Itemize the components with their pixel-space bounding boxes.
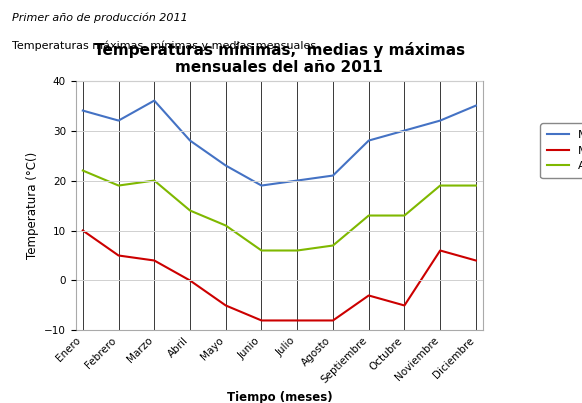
Line: Avg: Avg bbox=[83, 170, 476, 251]
Max bbox=[436, 118, 443, 123]
Min bbox=[258, 318, 265, 323]
Min bbox=[473, 258, 480, 263]
Line: Min: Min bbox=[83, 231, 476, 320]
Line: Max: Max bbox=[83, 101, 476, 185]
Max bbox=[151, 98, 158, 103]
Text: Primer año de producción 2011: Primer año de producción 2011 bbox=[12, 12, 187, 23]
Text: Temperaturas máximas, mínimas y medias mensuales.: Temperaturas máximas, mínimas y medias m… bbox=[12, 40, 320, 51]
Min bbox=[294, 318, 301, 323]
Avg bbox=[436, 183, 443, 188]
Avg bbox=[186, 208, 193, 213]
Title: Temperaturas mínimas,  medias y máximas
mensuales del año 2011: Temperaturas mínimas, medias y máximas m… bbox=[94, 42, 465, 75]
Avg bbox=[79, 168, 86, 173]
Avg bbox=[329, 243, 336, 248]
Y-axis label: Temperatura (°C(): Temperatura (°C() bbox=[26, 152, 38, 259]
Max bbox=[115, 118, 122, 123]
Min bbox=[151, 258, 158, 263]
Min bbox=[365, 293, 372, 298]
Min bbox=[186, 278, 193, 283]
Max bbox=[258, 183, 265, 188]
Avg bbox=[401, 213, 408, 218]
Avg bbox=[222, 223, 229, 228]
Min bbox=[401, 303, 408, 308]
X-axis label: Tiempo (meses): Tiempo (meses) bbox=[226, 391, 332, 403]
Legend: Max, Min, Avg: Max, Min, Avg bbox=[540, 123, 582, 178]
Max bbox=[222, 163, 229, 168]
Max bbox=[294, 178, 301, 183]
Avg bbox=[151, 178, 158, 183]
Max bbox=[329, 173, 336, 178]
Avg bbox=[294, 248, 301, 253]
Avg bbox=[473, 183, 480, 188]
Min bbox=[222, 303, 229, 308]
Min bbox=[115, 253, 122, 258]
Max bbox=[473, 103, 480, 108]
Min bbox=[436, 248, 443, 253]
Avg bbox=[115, 183, 122, 188]
Max bbox=[401, 128, 408, 133]
Min bbox=[329, 318, 336, 323]
Avg bbox=[258, 248, 265, 253]
Max bbox=[79, 108, 86, 113]
Min bbox=[79, 228, 86, 233]
Max bbox=[365, 138, 372, 143]
Max bbox=[186, 138, 193, 143]
Avg bbox=[365, 213, 372, 218]
